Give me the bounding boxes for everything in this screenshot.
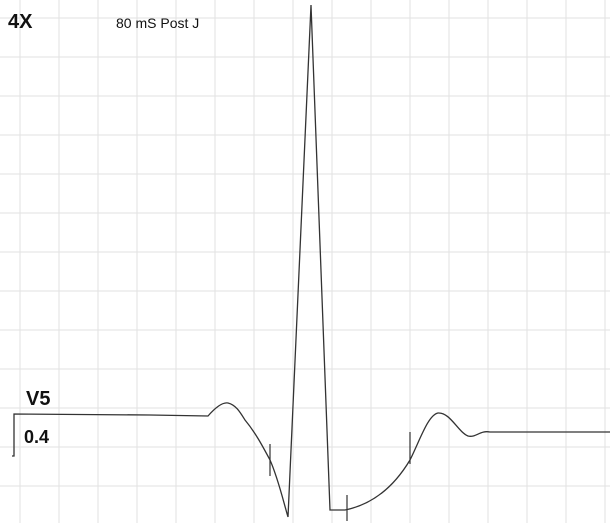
lead-value: 0.4 (24, 427, 49, 447)
view-label: 80 mS Post J (116, 15, 199, 31)
lead-name: V5 (26, 388, 50, 410)
gain-label: 4X (8, 11, 33, 33)
ecg-trace (12, 4, 610, 518)
